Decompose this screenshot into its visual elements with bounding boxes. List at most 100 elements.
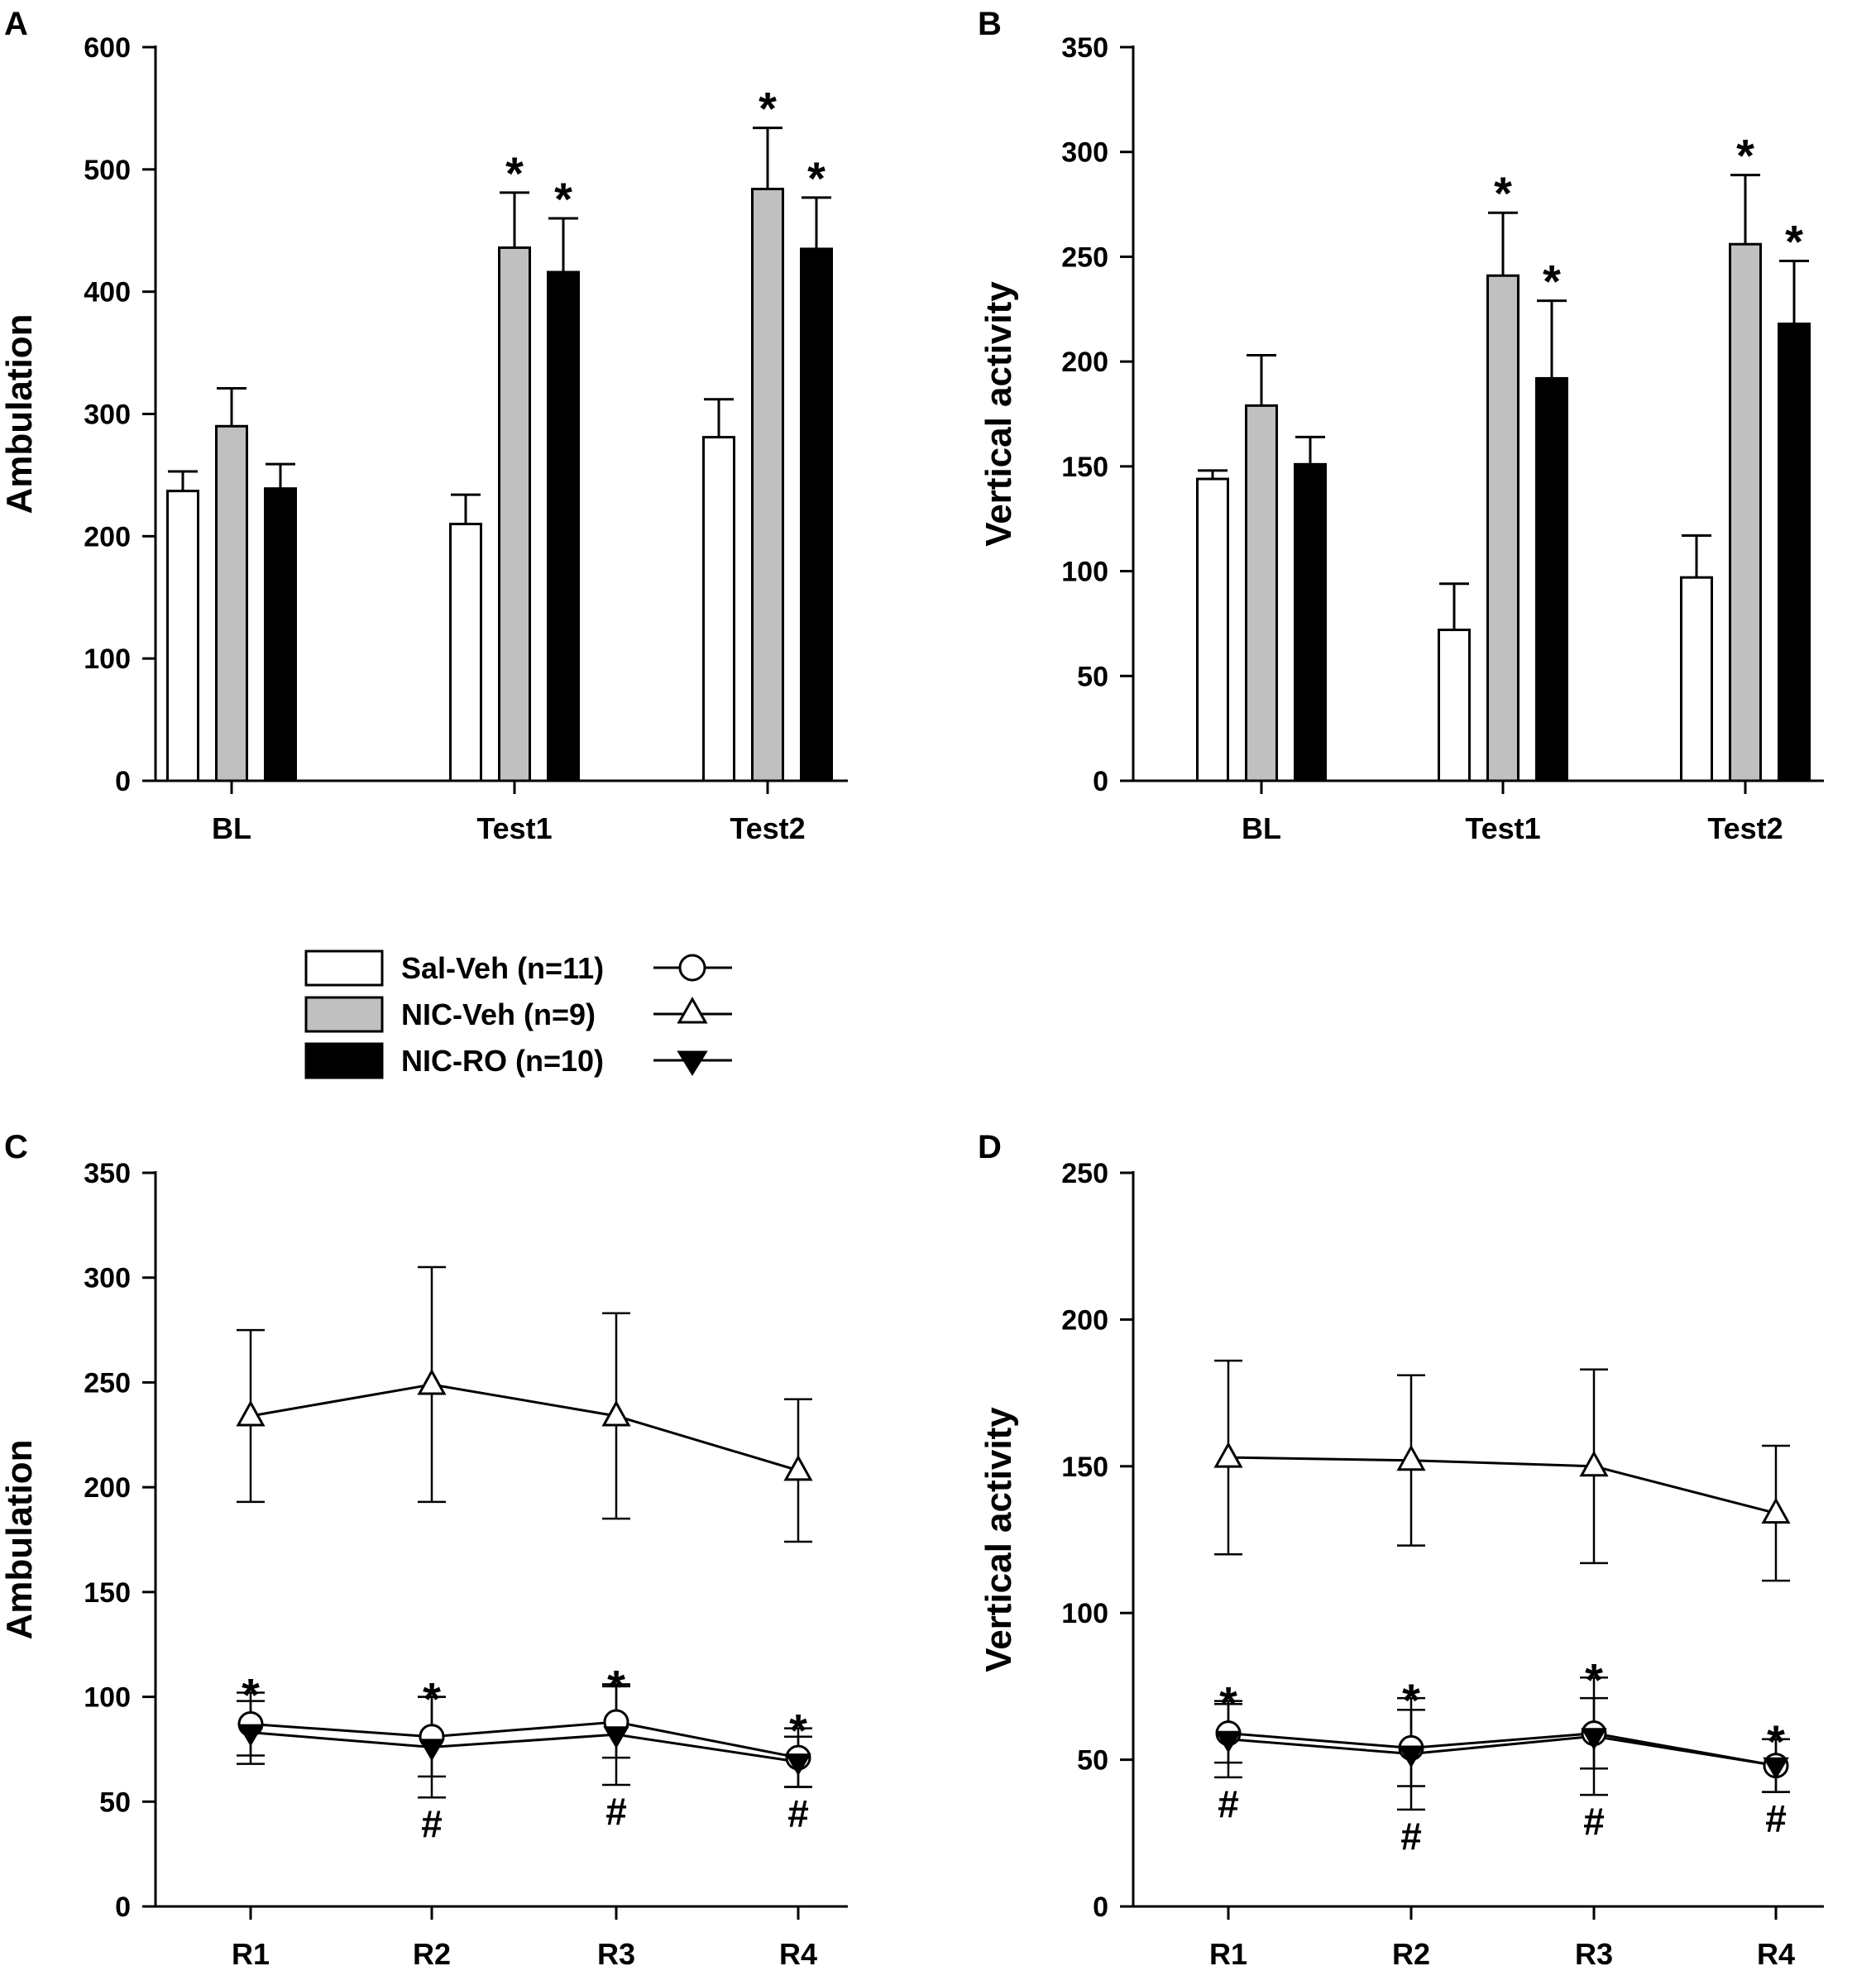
y-tick-label: 100 [1061, 1598, 1108, 1629]
significance-mark: * [607, 1660, 625, 1712]
legend-label-sal-veh: Sal-Veh (n=11) [401, 951, 604, 985]
significance-mark: * [789, 1705, 807, 1757]
bar-nic-ro [1778, 323, 1811, 782]
hash-mark: # [421, 1802, 443, 1845]
hash-mark: # [1583, 1800, 1605, 1843]
bar-sal-veh [702, 436, 735, 782]
y-tick-label: 50 [1077, 1745, 1108, 1777]
y-tick-label: 250 [1061, 242, 1108, 273]
series-line-nic-ro [1228, 1734, 1777, 1767]
y-tick-label: 200 [1061, 1304, 1108, 1336]
point-nic-ro [1763, 1757, 1789, 1780]
point-nic-veh [1213, 1442, 1243, 1468]
x-tick-label: Test2 [1707, 811, 1783, 845]
bar-nic-ro [1535, 376, 1568, 782]
x-tick-label: R2 [1392, 1937, 1430, 1966]
x-tick-label: R3 [1575, 1937, 1613, 1966]
y-tick-label: 350 [84, 1158, 131, 1189]
significance-mark: * [1543, 256, 1561, 308]
x-tick-label: R1 [1209, 1937, 1247, 1966]
bar-sal-veh [1680, 576, 1713, 782]
point-nic-veh [1396, 1444, 1426, 1471]
y-tick-label: 0 [115, 766, 131, 797]
x-tick-label: R4 [1757, 1937, 1795, 1966]
significance-mark: * [1767, 1715, 1785, 1767]
series-line-sal-veh [250, 1720, 799, 1759]
y-tick-label: 300 [84, 1263, 131, 1294]
x-tick-label: Test2 [730, 811, 805, 845]
y-tick-label: 250 [84, 1367, 131, 1399]
y-tick-label: 600 [84, 32, 131, 64]
series-line-nic-veh [250, 1383, 799, 1472]
hash-mark: # [1218, 1782, 1239, 1825]
y-tick-label: 500 [84, 155, 131, 186]
significance-mark: * [1736, 130, 1754, 182]
y-tick-label: 150 [1061, 1452, 1108, 1483]
y-tick-label: 50 [99, 1787, 131, 1818]
series-line-sal-veh [1228, 1732, 1777, 1767]
legend-swatch-sal-veh [304, 950, 384, 987]
legend: Sal-Veh (n=11) NIC-Veh (n=9) NIC-RO (n=1… [304, 950, 732, 1079]
legend-label-nic-ro: NIC-RO (n=10) [401, 1044, 604, 1078]
legend-swatch-nic-ro [304, 1042, 384, 1079]
point-nic-ro [1215, 1730, 1242, 1753]
bar-nic-ro [800, 247, 833, 782]
point-nic-ro [785, 1753, 811, 1777]
point-nic-veh [1579, 1450, 1609, 1477]
x-tick-label: BL [1242, 811, 1281, 845]
hash-mark: # [1765, 1797, 1787, 1840]
x-tick-label: R3 [597, 1937, 635, 1966]
panel-letter: A [4, 6, 28, 42]
x-tick-label: Test1 [1465, 811, 1540, 845]
bar-sal-veh [1196, 477, 1229, 782]
point-nic-ro [419, 1739, 445, 1762]
x-tick-label: R4 [779, 1937, 817, 1966]
panel-letter: D [978, 1129, 1002, 1165]
bar-nic-ro [1294, 462, 1327, 782]
x-tick-label: R2 [413, 1937, 451, 1966]
y-tick-label: 400 [84, 277, 131, 309]
series-line-nic-veh [1228, 1456, 1777, 1515]
y-tick-label: 0 [1093, 766, 1108, 797]
significance-mark: * [505, 147, 524, 199]
bar-nic-ro [264, 487, 297, 782]
bar-nic-veh [1245, 404, 1278, 782]
panel-letter: C [4, 1129, 28, 1165]
legend-label-nic-veh: NIC-Veh (n=9) [401, 997, 596, 1031]
bar-nic-veh [751, 187, 784, 782]
point-nic-ro [1581, 1728, 1607, 1751]
significance-mark: * [807, 152, 826, 204]
y-tick-label: 0 [1093, 1892, 1108, 1923]
y-tick-label: 200 [84, 1472, 131, 1504]
point-nic-veh [783, 1454, 813, 1481]
point-nic-veh [417, 1368, 447, 1395]
panel-b: B 0 50 100 150 200 250 300 350 BL Test1 Test2 Vertic… [978, 6, 1824, 845]
significance-mark: * [423, 1673, 441, 1725]
panel-c: C 0 50 100 150 200 250 300 350 R1 R2 R3 R4 Ambulation… [0, 1129, 848, 1966]
y-tick-label: 100 [84, 1682, 131, 1714]
hash-mark: # [1400, 1815, 1422, 1858]
y-axis-label: Vertical activity [979, 281, 1019, 547]
point-nic-veh [601, 1399, 631, 1427]
legend-swatch-nic-veh [304, 996, 384, 1033]
significance-mark: * [1785, 215, 1803, 267]
y-tick-label: 50 [1077, 661, 1108, 692]
x-tick-label: Test1 [476, 811, 552, 845]
hash-mark: # [787, 1792, 809, 1835]
y-tick-label: 100 [1061, 557, 1108, 588]
point-nic-veh [1761, 1497, 1791, 1524]
bar-nic-veh [1729, 242, 1762, 782]
y-tick-label: 300 [84, 399, 131, 431]
significance-mark: * [1219, 1677, 1237, 1729]
panel-d: D 0 50 100 150 200 250 R1 R2 R3 R4 Vertical activit… [978, 1129, 1824, 1966]
significance-mark: * [1494, 167, 1512, 219]
bar-nic-ro [547, 270, 580, 782]
significance-mark: * [554, 173, 572, 225]
bar-sal-veh [449, 523, 482, 782]
y-tick-label: 100 [84, 643, 131, 675]
bar-nic-veh [498, 246, 531, 782]
bar-nic-veh [1486, 274, 1519, 782]
point-nic-ro [1398, 1745, 1424, 1768]
y-tick-label: 250 [1061, 1158, 1108, 1189]
